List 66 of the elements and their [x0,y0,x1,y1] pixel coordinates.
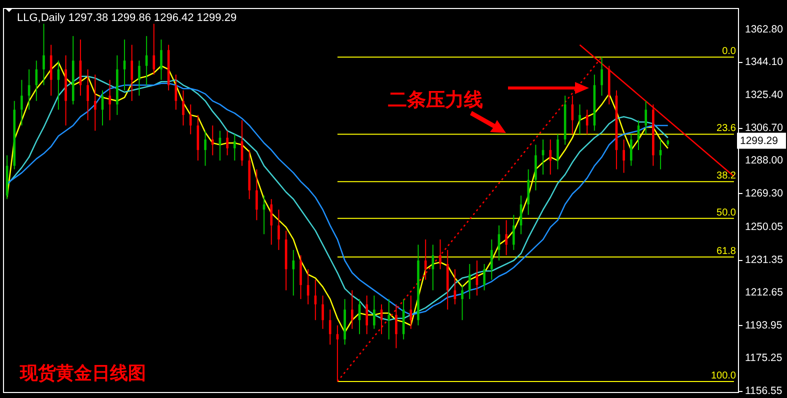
candlestick [108,79,111,121]
candlestick [630,134,632,166]
candlestick [328,309,332,346]
candlestick [182,90,184,126]
candlestick [20,79,23,126]
candlestick [556,134,559,170]
candlestick [468,264,471,300]
candlestick [490,238,493,280]
candlestick [86,68,89,121]
candlestick [395,304,398,349]
candlestick [322,295,324,330]
annotation: 现货黄金日线图 [19,363,146,384]
candlestick [160,39,162,80]
candlestick [461,284,464,321]
candlestick [622,139,625,174]
candlestick [42,23,45,86]
candlestick [350,290,354,330]
candlestick [600,56,603,96]
y-tick-label: 1325.40 [745,88,784,101]
candlestick [549,139,552,176]
candlestick [505,220,508,256]
candlestick [512,214,515,250]
y-tick-label: 1212.65 [745,286,784,299]
candlestick [388,298,390,340]
candlestick [256,168,258,221]
candlestick [226,130,228,156]
annotation: 100.0 [710,370,736,382]
candlestick [373,295,376,330]
y-tick-label: 1193.95 [745,319,782,332]
candlestick [483,264,486,291]
candlestick [410,295,412,330]
annotation: 38.2 [716,170,736,182]
candlestick [234,134,236,162]
candlestick [586,109,588,135]
y-tick-label: 1306.70 [745,122,784,134]
y-tick-label: 1156.55 [745,385,782,398]
annotation: 0.0 [722,46,736,58]
y-tick-label: 1288.00 [745,154,784,167]
candlestick [542,139,544,176]
candlestick [366,295,368,335]
candlestick [644,100,648,135]
y-tick-label: 1344.10 [745,56,784,68]
candlestick [138,60,140,96]
y-tick-label: 1250.05 [745,221,784,234]
text: 1299.29 [740,134,778,147]
candlestick [130,44,134,102]
candlestick [292,249,295,296]
candlestick [270,198,273,246]
candlestick [204,130,206,166]
candlestick [94,74,96,132]
candlestick [439,238,442,270]
annotation: 61.8 [716,246,736,257]
candlestick [278,209,280,250]
y-tick-label: 1362.80 [745,23,784,36]
annotation: 23.6 [716,123,736,134]
chart-title: LLG,Daily 1297.38 1299.86 1296.42 1299.29 [17,12,237,24]
y-tick-label: 1231.35 [745,254,784,266]
annotation: 50.0 [716,207,736,218]
y-tick-label: 1175.25 [745,352,782,364]
y-tick-label: 1269.30 [745,187,784,200]
candlestick [152,23,156,76]
candlestick [189,104,192,135]
candlestick [659,139,662,170]
candlestick [211,124,214,156]
annotation: 二条压力线 [388,89,483,111]
candlestick [578,104,581,135]
